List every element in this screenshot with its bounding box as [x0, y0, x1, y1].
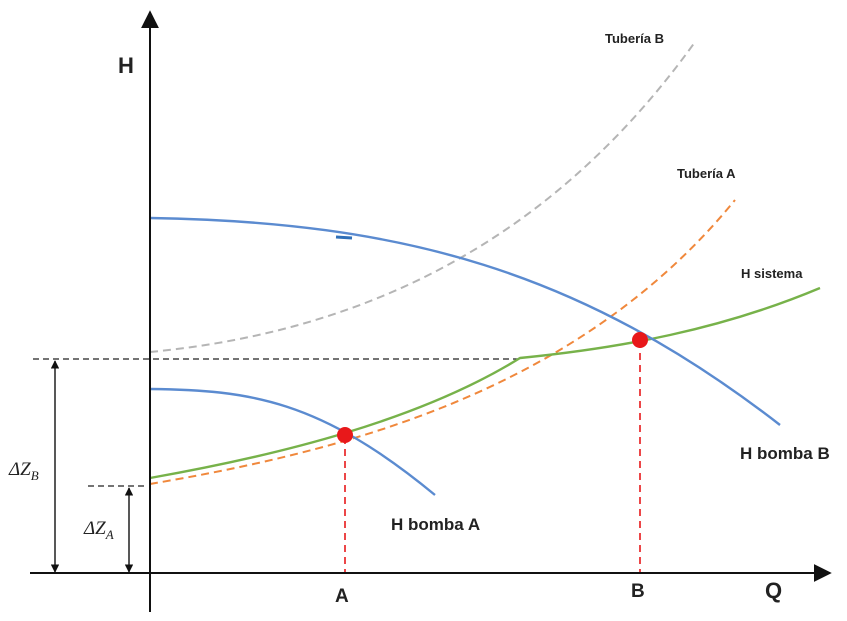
tuberia-a-label: Tubería A — [677, 166, 736, 181]
delta-z-a-main: ΔZ — [83, 518, 106, 539]
h-bomba-b-label: H bomba B — [740, 444, 830, 463]
h-bomba-a-curve — [149, 387, 436, 496]
operating-point-a — [337, 427, 353, 443]
h-bomba-b-tick-mark — [335, 235, 353, 240]
y-axis-label: H — [118, 53, 134, 78]
delta-z-a-subscript: A — [105, 527, 114, 542]
tuberia-b-label: Tubería B — [605, 31, 664, 46]
delta-z-b-subscript: B — [31, 468, 39, 483]
point-b-label: B — [631, 581, 645, 602]
h-sistema-label: H sistema — [741, 266, 803, 281]
delta-z-b-main: ΔZ — [8, 459, 31, 480]
h-sistema-curve — [149, 286, 821, 480]
delta-z-b-label: ΔZB — [8, 459, 39, 483]
tuberia-a-curve — [149, 199, 736, 485]
tuberia-b-curve — [149, 41, 696, 353]
delta-z-a-label: ΔZA — [83, 518, 114, 542]
x-axis-label: Q — [765, 578, 782, 603]
h-bomba-a-label: H bomba A — [391, 515, 480, 534]
operating-point-b — [632, 332, 648, 348]
h-bomba-b-curve — [149, 216, 781, 426]
point-a-label: A — [335, 586, 349, 607]
